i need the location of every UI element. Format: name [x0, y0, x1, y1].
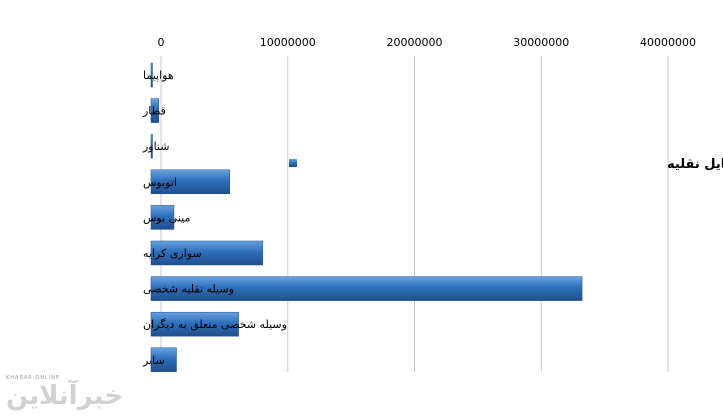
x-axis-ticks: 0 10000000 20000000 30000000 40000000 — [158, 36, 697, 49]
watermark-big-text: خبرآنلاین — [6, 381, 124, 411]
category-label: وسیله شخصی متعلق به دیگران — [143, 318, 287, 332]
bar — [150, 133, 153, 159]
legend-swatch — [289, 159, 297, 167]
bar — [150, 62, 153, 88]
category-label: شناور — [142, 140, 170, 153]
bar — [150, 347, 177, 373]
legend: تعداد سفرهای داخلی ایرانی ها براساس تعدا… — [289, 157, 723, 172]
x-tick-label: 40000000 — [640, 36, 696, 49]
category-label: سایر — [142, 354, 165, 367]
legend-label: تعداد سفرهای داخلی ایرانی ها براساس تعدا… — [667, 157, 723, 172]
x-tick-label: 30000000 — [513, 36, 569, 49]
bars — [150, 62, 583, 373]
category-label: وسیله نقلیه شخصی — [143, 283, 234, 296]
category-label: اتوبوس — [143, 176, 177, 189]
category-label: هواپیما — [143, 69, 174, 82]
bar — [150, 276, 583, 301]
category-label: سواری کرایه — [143, 247, 202, 260]
watermark-small-text: KHABAR ONLINE — [6, 375, 61, 381]
bar — [150, 240, 263, 266]
category-label: مینی بوس — [143, 211, 190, 224]
category-labels: هواپیما قطار شناور اتوبوس مینی بوس سواری کرای… — [142, 69, 287, 367]
bar — [150, 98, 159, 123]
x-tick-label: 0 — [158, 36, 165, 49]
bar — [150, 205, 175, 230]
category-label: قطار — [142, 105, 166, 118]
x-tick-label: 20000000 — [387, 36, 443, 49]
watermark-logo: KHABAR ONLINE خبرآنلاین — [6, 375, 123, 415]
x-tick-label: 10000000 — [260, 36, 316, 49]
bar — [150, 311, 239, 337]
bar — [150, 169, 230, 195]
